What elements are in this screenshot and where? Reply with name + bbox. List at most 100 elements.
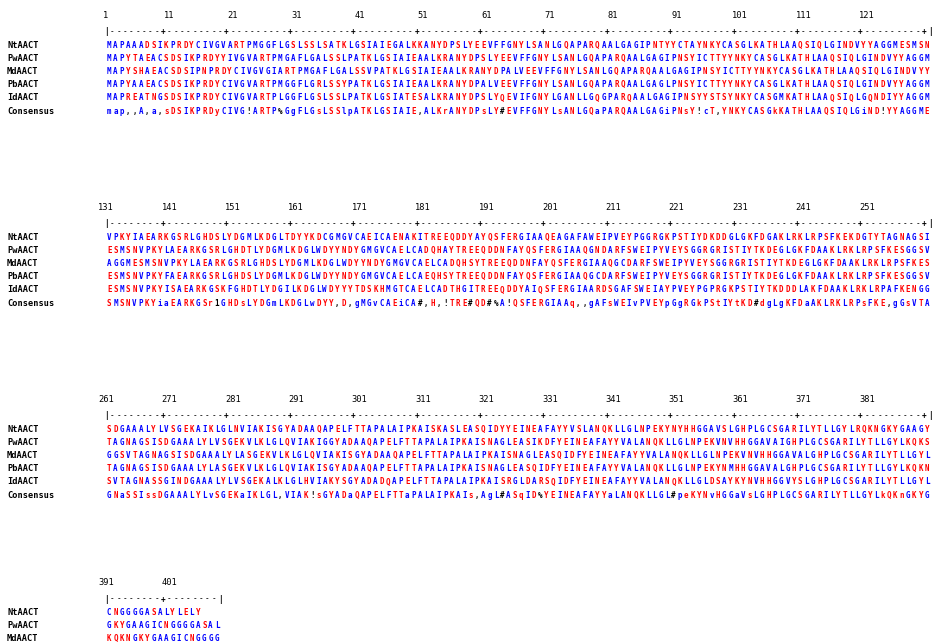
Text: D: D — [379, 478, 384, 487]
Text: A: A — [360, 464, 365, 473]
Text: A: A — [627, 40, 631, 49]
Text: K: K — [785, 259, 790, 268]
Text: D: D — [297, 425, 302, 434]
Text: S: S — [215, 286, 219, 295]
Text: E: E — [506, 54, 511, 63]
Text: +: + — [478, 412, 482, 421]
Text: +: + — [351, 220, 356, 229]
Text: -: - — [503, 412, 508, 421]
Text: F: F — [544, 425, 549, 434]
Text: Y: Y — [607, 438, 612, 447]
Text: A: A — [588, 438, 593, 447]
Text: R: R — [817, 490, 821, 499]
Text: V: V — [886, 54, 891, 63]
Text: E: E — [398, 246, 403, 255]
Text: A: A — [202, 478, 206, 487]
Text: -: - — [325, 28, 330, 37]
Text: -: - — [269, 28, 273, 37]
Text: a: a — [405, 490, 410, 499]
Text: G: G — [379, 94, 384, 103]
Text: Y: Y — [925, 425, 929, 434]
Text: Y: Y — [158, 272, 162, 281]
Text: D: D — [544, 438, 549, 447]
Text: L: L — [849, 425, 853, 434]
Text: G: G — [132, 634, 137, 642]
Text: S: S — [766, 80, 771, 89]
Text: S: S — [234, 259, 238, 268]
Text: E: E — [468, 246, 473, 255]
Text: D: D — [722, 232, 727, 241]
Text: L: L — [462, 451, 466, 460]
Text: Y: Y — [259, 272, 264, 281]
Text: -: - — [440, 220, 445, 229]
Text: S: S — [468, 259, 473, 268]
Text: s: s — [481, 107, 485, 116]
Text: Y: Y — [285, 425, 289, 434]
Text: N: N — [595, 478, 600, 487]
Text: Y: Y — [329, 246, 333, 255]
Text: Y: Y — [158, 286, 162, 295]
Text: R: R — [862, 272, 866, 281]
Text: R: R — [564, 286, 568, 295]
Text: G: G — [500, 464, 504, 473]
Text: L: L — [316, 286, 321, 295]
Text: M: M — [925, 54, 929, 63]
Text: K: K — [893, 490, 898, 499]
Text: R: R — [855, 286, 860, 295]
Text: Q: Q — [627, 94, 631, 103]
Text: A: A — [576, 246, 581, 255]
Text: L: L — [323, 107, 327, 116]
Text: T: T — [398, 286, 403, 295]
Text: I: I — [867, 54, 872, 63]
Text: A: A — [595, 299, 600, 308]
Text: G: G — [766, 232, 771, 241]
Text: E: E — [183, 286, 187, 295]
Text: D: D — [602, 272, 606, 281]
Text: V: V — [569, 425, 574, 434]
Text: H: H — [741, 464, 745, 473]
Text: L: L — [297, 40, 302, 49]
Text: -: - — [421, 28, 426, 37]
Text: L: L — [836, 246, 840, 255]
Text: L: L — [506, 438, 511, 447]
Text: 131: 131 — [98, 203, 114, 212]
Text: S: S — [221, 438, 225, 447]
Text: S: S — [329, 54, 333, 63]
Text: R: R — [202, 80, 206, 89]
Text: L: L — [691, 478, 694, 487]
Text: L: L — [342, 94, 346, 103]
Text: D: D — [785, 286, 790, 295]
Text: Y: Y — [329, 299, 333, 308]
Text: -: - — [363, 412, 368, 421]
Text: G: G — [811, 478, 815, 487]
Text: N: N — [342, 246, 346, 255]
Text: L: L — [189, 232, 194, 241]
Text: S: S — [532, 246, 536, 255]
Text: G: G — [862, 54, 866, 63]
Text: G: G — [779, 425, 783, 434]
Text: H: H — [227, 299, 232, 308]
Text: G: G — [728, 490, 733, 499]
Text: Y: Y — [462, 94, 466, 103]
Text: D: D — [487, 246, 492, 255]
Text: -: - — [801, 28, 806, 37]
Text: I: I — [398, 425, 403, 434]
Text: S: S — [900, 259, 904, 268]
Text: R: R — [189, 272, 194, 281]
Text: -: - — [712, 412, 717, 421]
Text: +: + — [795, 412, 799, 421]
Text: V: V — [639, 478, 644, 487]
Text: T: T — [246, 246, 251, 255]
Text: -: - — [877, 28, 882, 37]
Text: -: - — [522, 220, 527, 229]
Text: F: F — [551, 67, 555, 76]
Text: A: A — [912, 425, 917, 434]
Text: -: - — [382, 220, 387, 229]
Text: N: N — [602, 451, 606, 460]
Text: T: T — [481, 259, 485, 268]
Text: N: N — [569, 80, 574, 89]
Text: A: A — [417, 490, 422, 499]
Text: Y: Y — [792, 478, 797, 487]
Text: Y: Y — [544, 80, 549, 89]
Text: -: - — [447, 28, 450, 37]
